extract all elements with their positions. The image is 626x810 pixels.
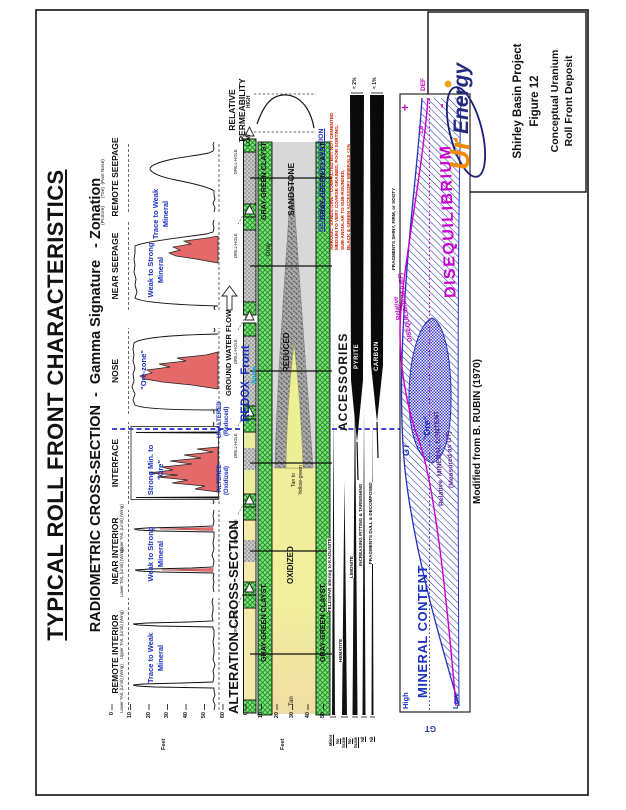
gamma-tick: 40 <box>182 712 189 719</box>
zone-note: (Protore) (Toe) (Past Nose) <box>101 159 106 225</box>
rock-line: BLACK & GREEN ACCESSORY MINERALS <1% <box>345 143 351 250</box>
block-deposit: Roll Front Deposit <box>563 55 575 147</box>
block-conceptual: Conceptual Uranium <box>549 49 561 153</box>
rock-description-title: GENERAL ROCK DESCRIPTION <box>318 128 325 232</box>
tan-label: Tan <box>289 696 295 706</box>
alt-tick: 40 <box>304 712 311 719</box>
fragments-shiny-label: FRAGMENTS SHINY, FIRM, or SOOTY <box>390 187 396 270</box>
gt-axis-label: GT <box>424 724 436 733</box>
no-scale-label: No <box>335 738 340 744</box>
reduced-label: REDUCED <box>282 332 291 372</box>
tail-label: Upper TAIL (Limb) (Wing) <box>118 504 124 553</box>
gamma-tick: 50 <box>201 712 207 719</box>
feldspar-label: FELDSPAR altering to KAOLINITE <box>327 538 333 612</box>
gamma-tick: 60 <box>219 712 226 719</box>
gamma-label-6b: Mineral <box>161 200 170 228</box>
drill-hole-label: DRILL-HOLE <box>233 433 238 458</box>
no-scale-label2: Scale <box>352 737 358 748</box>
main-title: TYPICAL ROLL FRONT CHARACTERISTICS <box>43 169 68 641</box>
limonite-label: LIMONITE <box>348 556 354 578</box>
credit-line: Modified from B. RUBIN (1970) <box>472 358 483 504</box>
plus-sign: + <box>398 103 412 111</box>
block-project: Shirley Basin Project <box>512 43 524 159</box>
alt-tick: 0 <box>242 712 249 716</box>
unaltered-label: UNALTERED <box>217 401 223 438</box>
gamma-label-3a: Strong Min. to <box>146 444 155 496</box>
pct2-label: < 2% <box>352 77 358 89</box>
gamma-tick: 30 <box>164 712 170 719</box>
nil-label: Nil <box>369 736 374 742</box>
alt-tick: 10 <box>258 712 264 719</box>
block-figure: Figure 12 <box>529 75 541 127</box>
alt-tick: 50 <box>320 712 326 719</box>
tan-yellow-green-1: Tan to <box>291 472 297 488</box>
gamma-label-3b: "Ore" <box>156 459 165 481</box>
clay-label: GRAY-GREEN CLAYST. <box>317 583 327 662</box>
tail-label: Lower TAIL (Limb) (Wing) <box>118 664 124 713</box>
spine-label: Spine <box>251 366 258 384</box>
logo-energy: Energy <box>450 62 473 134</box>
accessories-heading: ACCESSORIES <box>336 332 350 431</box>
gamma-tick: 20 <box>145 712 152 719</box>
altered-sub: (Oxidized) <box>224 465 230 495</box>
logo-ur: Ur <box>444 138 475 170</box>
gamma-tick: 10 <box>127 712 133 719</box>
gamma-label-1b: Mineral <box>156 644 165 672</box>
gamma-label-2b: Mineral <box>156 540 165 568</box>
mineral-low-label: Low <box>451 694 460 709</box>
sandstone-label: SANDSTONE <box>286 162 296 216</box>
rock-line: MEDIUM TO VERY COARSE GRAINED, POOR SORT… <box>334 124 340 250</box>
gamma-label-1a: Trace to Weak <box>146 632 155 684</box>
gamma-tick: 0 <box>108 712 115 716</box>
def-label: DEF <box>420 78 427 91</box>
pct1-label: < 1% <box>372 77 378 89</box>
pyrite-label: PYRITE <box>353 343 360 369</box>
ground-water-flow: GROUND WATER FLOW <box>224 309 233 396</box>
altered-label: ALTERED <box>217 464 223 492</box>
ore-label: "Ore" <box>422 415 432 440</box>
fragments-dull-label: FRAGMENTS DULL & DECOMPOSED <box>367 482 373 564</box>
gt-curve-label: GT <box>401 443 411 457</box>
drill-hole-label: DRILL-HOLE <box>233 339 238 364</box>
drill-hole-label: DRILL-HOLE <box>233 233 238 258</box>
carbon-label: CARBON <box>373 341 380 371</box>
rock-line: SUB-ANGULAR TO SUB-ROUNDED, <box>339 169 345 250</box>
mineral-content-heading: MINERAL CONTENT <box>415 565 430 698</box>
oxidized-label: OXIDIZED <box>286 546 295 584</box>
tail-label: Lower TAIL (Limb) (Wing) <box>118 548 124 597</box>
no-scale-label: No <box>347 738 352 744</box>
tail-label: Upper TAIL (Limb) (Wing) <box>118 610 124 659</box>
alt-tick: 20 <box>273 712 280 719</box>
alt-feet-label: Feet <box>280 738 286 750</box>
pitting-label: INCREASING PITTING & TARNISHING <box>358 483 364 566</box>
gamma-feet-label: Feet <box>161 738 167 750</box>
one-point-zero-label: 1.0 <box>419 125 425 134</box>
rock-line: ARKOSIC SANDSTONE - COMPACTED BUT NOT CE… <box>328 112 334 250</box>
gray-label: Gray <box>266 242 272 256</box>
perm-low-label: LOW <box>246 134 252 146</box>
gamma-label-4: "Ore-zone" <box>139 350 148 390</box>
unaltered-sub: (Reduced) <box>224 406 230 436</box>
tan-yellow-green-2: Yellow-green <box>297 465 304 495</box>
minus-sign: - <box>433 103 449 108</box>
no-scale-label2: Scale <box>340 737 346 748</box>
gamma-label-6a: Trace to Weak <box>151 188 160 240</box>
zone-nose: NOSE <box>110 358 120 384</box>
minor-label: Minor <box>328 734 333 746</box>
zone-near-seepage: NEAR SEEPAGE <box>110 232 120 300</box>
perm-high-label: HIGH <box>246 95 252 109</box>
nil-label: Nil <box>360 736 365 742</box>
alt-tick: 30 <box>289 712 295 719</box>
gamma-label-2a: Weak to Strong <box>146 526 155 582</box>
alteration-heading: ALTERATION CROSS-SECTION <box>226 520 241 714</box>
hematite-label: HEMATITE <box>338 638 344 662</box>
clay-label: GRAY-GREEN CLAYST. <box>259 141 268 220</box>
zone-remote-seepage: REMOTE SEEPAGE <box>110 137 120 217</box>
clay-label: GRAY-GREEN CLAYST. <box>259 583 268 662</box>
zone-interface: INTERFACE <box>110 438 120 488</box>
mineral-high-label: High <box>401 692 410 709</box>
